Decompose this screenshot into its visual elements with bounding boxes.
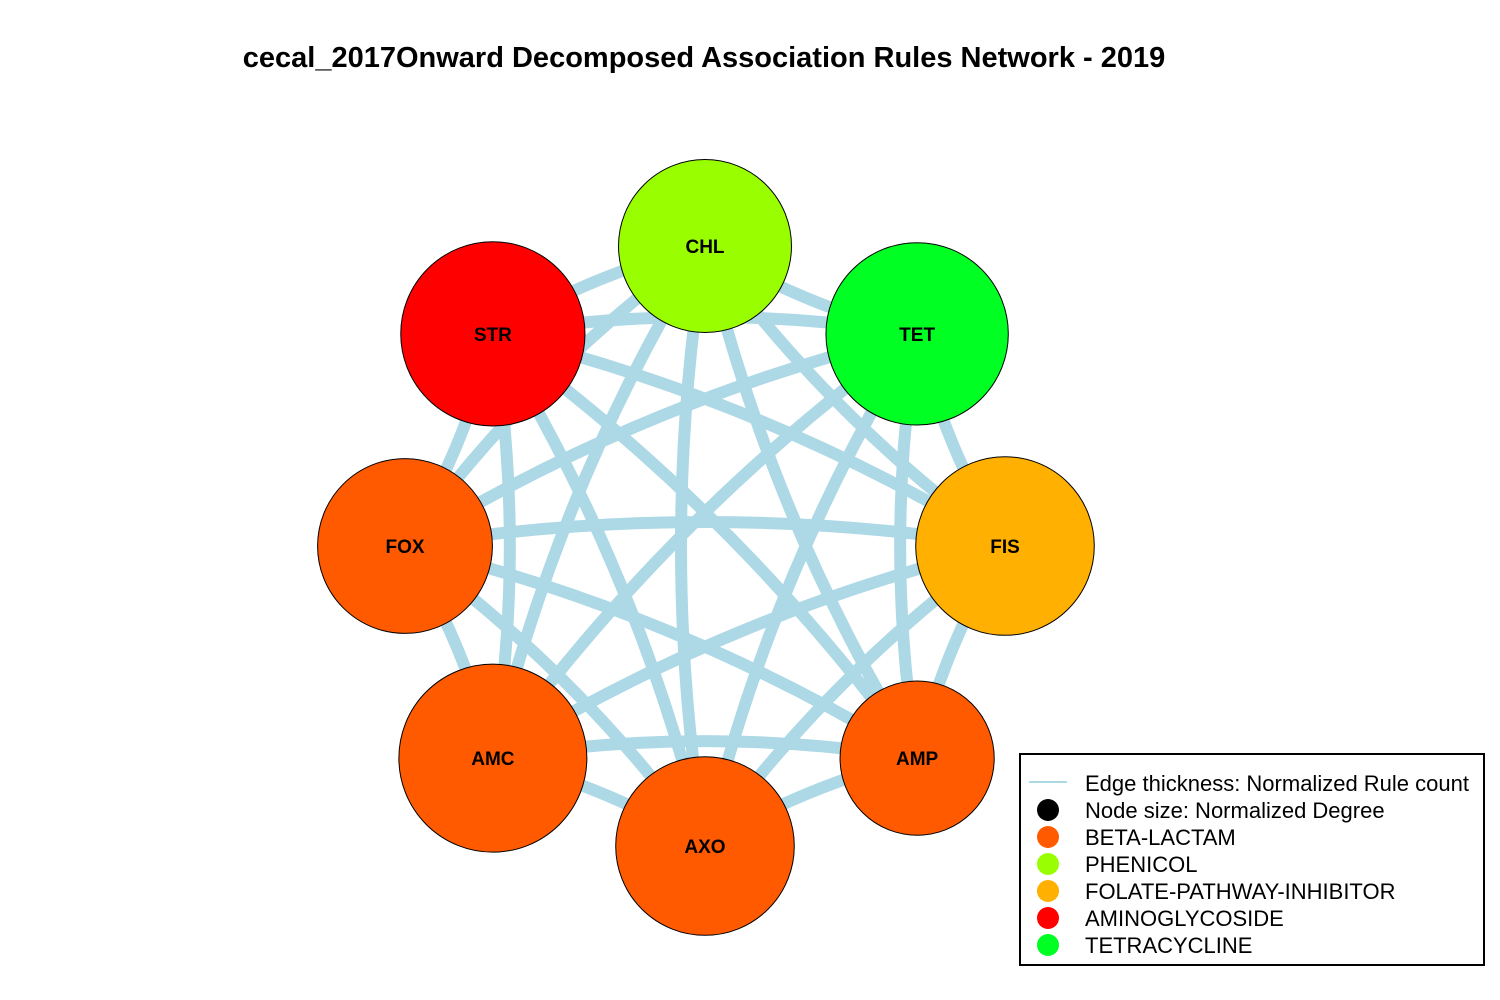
node-label-amp: AMP bbox=[896, 749, 939, 770]
node-amp: AMP bbox=[839, 680, 995, 836]
node-tet: TET bbox=[825, 242, 1009, 426]
node-label-axo: AXO bbox=[684, 837, 725, 858]
node-label-fox: FOX bbox=[385, 537, 424, 558]
node-circle-tet bbox=[825, 242, 1009, 426]
node-circle-amp bbox=[839, 680, 995, 836]
node-circle-fox bbox=[317, 458, 493, 634]
legend-line-icon bbox=[1029, 781, 1067, 783]
node-label-tet: TET bbox=[899, 325, 935, 346]
node-fox: FOX bbox=[317, 458, 493, 634]
legend-circle-icon bbox=[1037, 934, 1059, 956]
legend-item: TETRACYCLINE bbox=[1021, 931, 1483, 958]
legend-label: FOLATE-PATHWAY-INHIBITOR bbox=[1085, 879, 1396, 904]
legend-circle-icon bbox=[1037, 880, 1059, 902]
node-circle-fis bbox=[915, 456, 1095, 636]
legend-circle-icon bbox=[1037, 907, 1059, 929]
node-chl: CHL bbox=[618, 159, 792, 333]
node-axo: AXO bbox=[615, 756, 795, 936]
edge-fis-fox bbox=[404, 516, 1006, 552]
legend-circle-icon bbox=[1037, 826, 1059, 848]
node-label-amc: AMC bbox=[471, 749, 515, 770]
legend-label: TETRACYCLINE bbox=[1085, 933, 1253, 958]
node-str: STR bbox=[400, 241, 586, 427]
legend-label: AMINOGLYCOSIDE bbox=[1085, 906, 1284, 931]
node-circle-amc bbox=[398, 663, 588, 853]
node-label-fis: FIS bbox=[990, 537, 1020, 558]
chart-title: cecal_2017Onward Decomposed Association … bbox=[242, 42, 1166, 74]
legend-item: Edge thickness: Normalized Rule count bbox=[1021, 769, 1483, 796]
legend-circle-icon bbox=[1037, 799, 1059, 821]
node-fis: FIS bbox=[915, 456, 1095, 636]
legend-item: AMINOGLYCOSIDE bbox=[1021, 904, 1483, 931]
node-label-str: STR bbox=[474, 325, 512, 346]
node-circle-chl bbox=[618, 159, 792, 333]
legend-item: Node size: Normalized Degree bbox=[1021, 796, 1483, 823]
legend-label: Node size: Normalized Degree bbox=[1085, 798, 1385, 823]
legend-label: PHENICOL bbox=[1085, 852, 1198, 877]
legend-label: Edge thickness: Normalized Rule count bbox=[1085, 771, 1469, 796]
legend-item: PHENICOL bbox=[1021, 850, 1483, 877]
legend-circle-icon bbox=[1037, 853, 1059, 875]
legend-item: BETA-LACTAM bbox=[1021, 823, 1483, 850]
node-circle-axo bbox=[615, 756, 795, 936]
legend: Edge thickness: Normalized Rule count Nod… bbox=[1019, 753, 1485, 966]
legend-item: FOLATE-PATHWAY-INHIBITOR bbox=[1021, 877, 1483, 904]
node-layer: CHL TET FIS AMP AXO AMC FOX STR bbox=[317, 159, 1095, 936]
legend-label: BETA-LACTAM bbox=[1085, 825, 1236, 850]
node-circle-str bbox=[400, 241, 586, 427]
node-label-chl: CHL bbox=[685, 237, 724, 258]
node-amc: AMC bbox=[398, 663, 588, 853]
